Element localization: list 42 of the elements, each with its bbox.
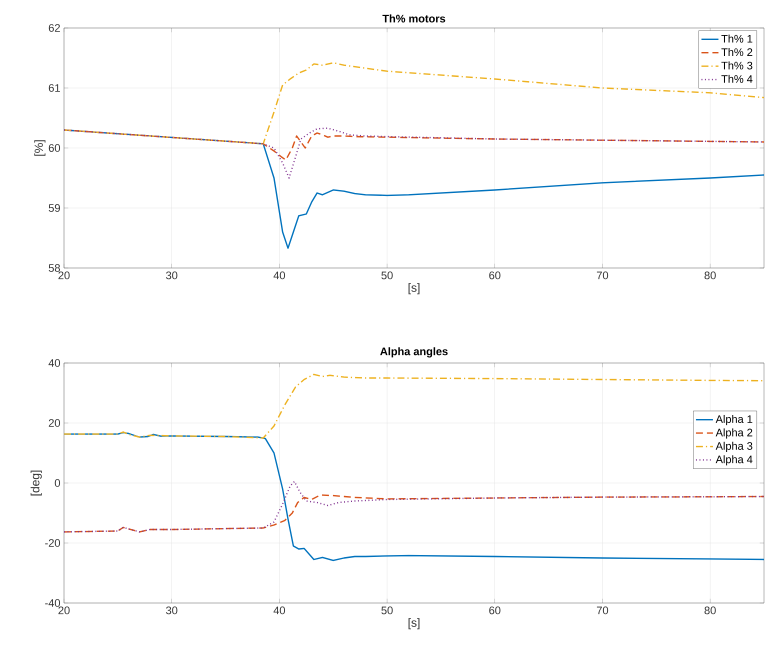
- y-tick-label: -40: [45, 599, 60, 607]
- line-series: [64, 480, 764, 533]
- x-tick-label: 70: [596, 606, 608, 614]
- x-tick-label: 60: [489, 272, 500, 280]
- legend-label: Alpha 2: [716, 428, 752, 439]
- legend-label: Th% 2: [721, 48, 752, 56]
- line-series: [64, 127, 764, 179]
- chart-title: Th% motors: [382, 14, 446, 22]
- x-tick-label: 30: [166, 272, 178, 280]
- line-series: [64, 374, 764, 439]
- y-tick-label: 60: [48, 144, 60, 152]
- x-tick-label: 20: [58, 606, 70, 614]
- chart-title: Alpha angles: [380, 347, 448, 358]
- x-tick-label: 30: [166, 606, 178, 614]
- y-axis-title: [deg]: [30, 470, 42, 496]
- x-tick-label: 40: [274, 606, 286, 614]
- y-tick-label: 0: [54, 479, 60, 487]
- y-tick-label: 58: [48, 264, 60, 272]
- legend-label: Alpha 3: [716, 442, 752, 452]
- legend-label: Th% 1: [721, 34, 752, 43]
- x-tick-label: 80: [704, 606, 716, 614]
- y-tick-label: 59: [48, 204, 60, 212]
- legend-label: Th% 3: [721, 61, 752, 70]
- y-tick-label: 20: [48, 419, 60, 427]
- x-tick-label: 50: [381, 606, 393, 614]
- legend-label: Alpha 1: [716, 414, 752, 426]
- y-tick-label: 61: [48, 84, 60, 92]
- y-tick-label: 40: [48, 359, 60, 367]
- x-tick-label: 40: [274, 272, 286, 280]
- x-tick-label: 80: [704, 272, 716, 280]
- legend-label: Th% 4: [721, 74, 752, 83]
- x-axis-title: [s]: [408, 618, 420, 630]
- y-axis-title: [%]: [34, 140, 46, 156]
- x-tick-label: 50: [381, 272, 393, 280]
- y-tick-label: 62: [48, 24, 60, 32]
- x-tick-label: 20: [58, 272, 70, 280]
- x-tick-label: 70: [596, 272, 608, 280]
- y-tick-label: -20: [45, 539, 60, 547]
- x-axis-title: [s]: [408, 283, 420, 294]
- x-tick-label: 60: [489, 606, 500, 614]
- line-series: [64, 494, 764, 533]
- legend-label: Alpha 4: [716, 455, 752, 466]
